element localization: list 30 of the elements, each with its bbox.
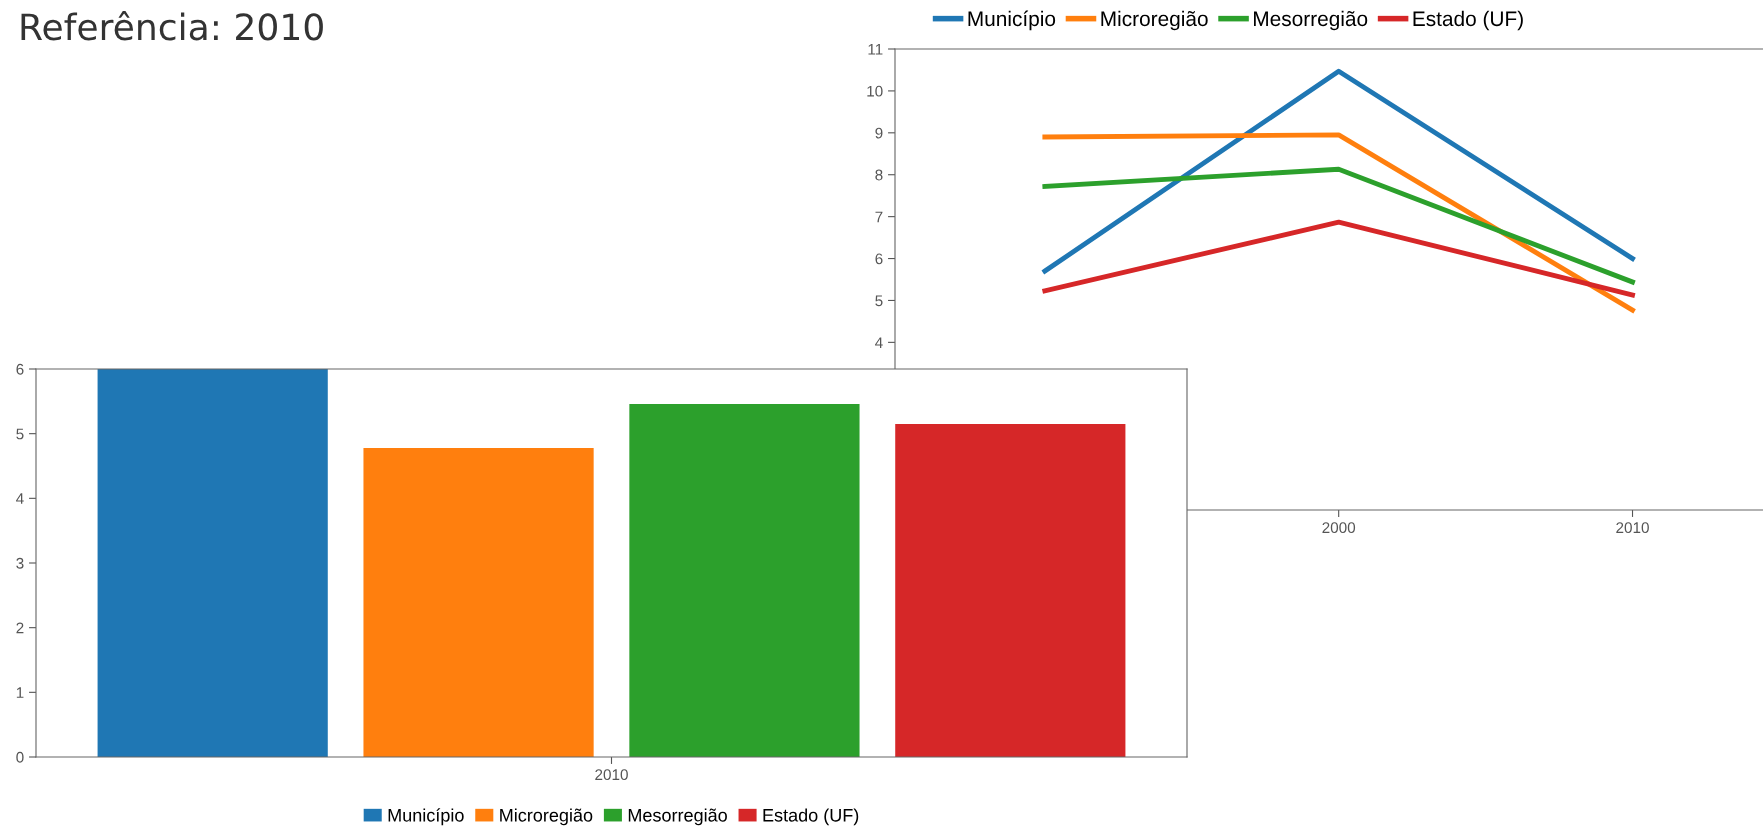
y-tick-label: 4 [16, 493, 24, 504]
legend-label: Microregião [500, 808, 593, 826]
legend-label: Município [388, 808, 464, 826]
x-tick-label: 2000 [1322, 522, 1356, 534]
bar [629, 403, 860, 757]
y-tick-label: 3 [16, 557, 24, 569]
y-tick-label: 4 [875, 337, 883, 348]
y-tick-label: 9 [875, 127, 883, 139]
legend-label: Município [968, 10, 1056, 31]
x-tick-label: 2010 [595, 769, 628, 781]
legend-label: Mesorregião [1254, 10, 1368, 31]
bar [363, 447, 594, 757]
y-tick-label: 1 [16, 687, 24, 698]
y-tick-label: 11 [868, 44, 883, 55]
bar [97, 369, 328, 757]
y-tick-label: 8 [875, 169, 883, 181]
legend-label: Estado (UF) [1413, 10, 1523, 31]
y-tick-label: 10 [867, 85, 883, 97]
y-tick-label: 5 [875, 295, 883, 307]
y-tick-label: 7 [875, 211, 883, 223]
chart-title: Referência: 2010 [21, 11, 323, 41]
y-tick-label: 2 [16, 622, 24, 634]
y-tick-label: 5 [16, 428, 24, 440]
legend-label: Mesorregião [628, 808, 727, 826]
y-tick-label: 6 [875, 253, 883, 265]
legend-label: Estado (UF) [763, 808, 859, 826]
legend-label: Microregião [1101, 10, 1208, 31]
y-tick-label: 0 [16, 751, 24, 763]
x-tick-label: 2010 [1616, 522, 1649, 534]
y-tick-label: 6 [16, 363, 24, 375]
